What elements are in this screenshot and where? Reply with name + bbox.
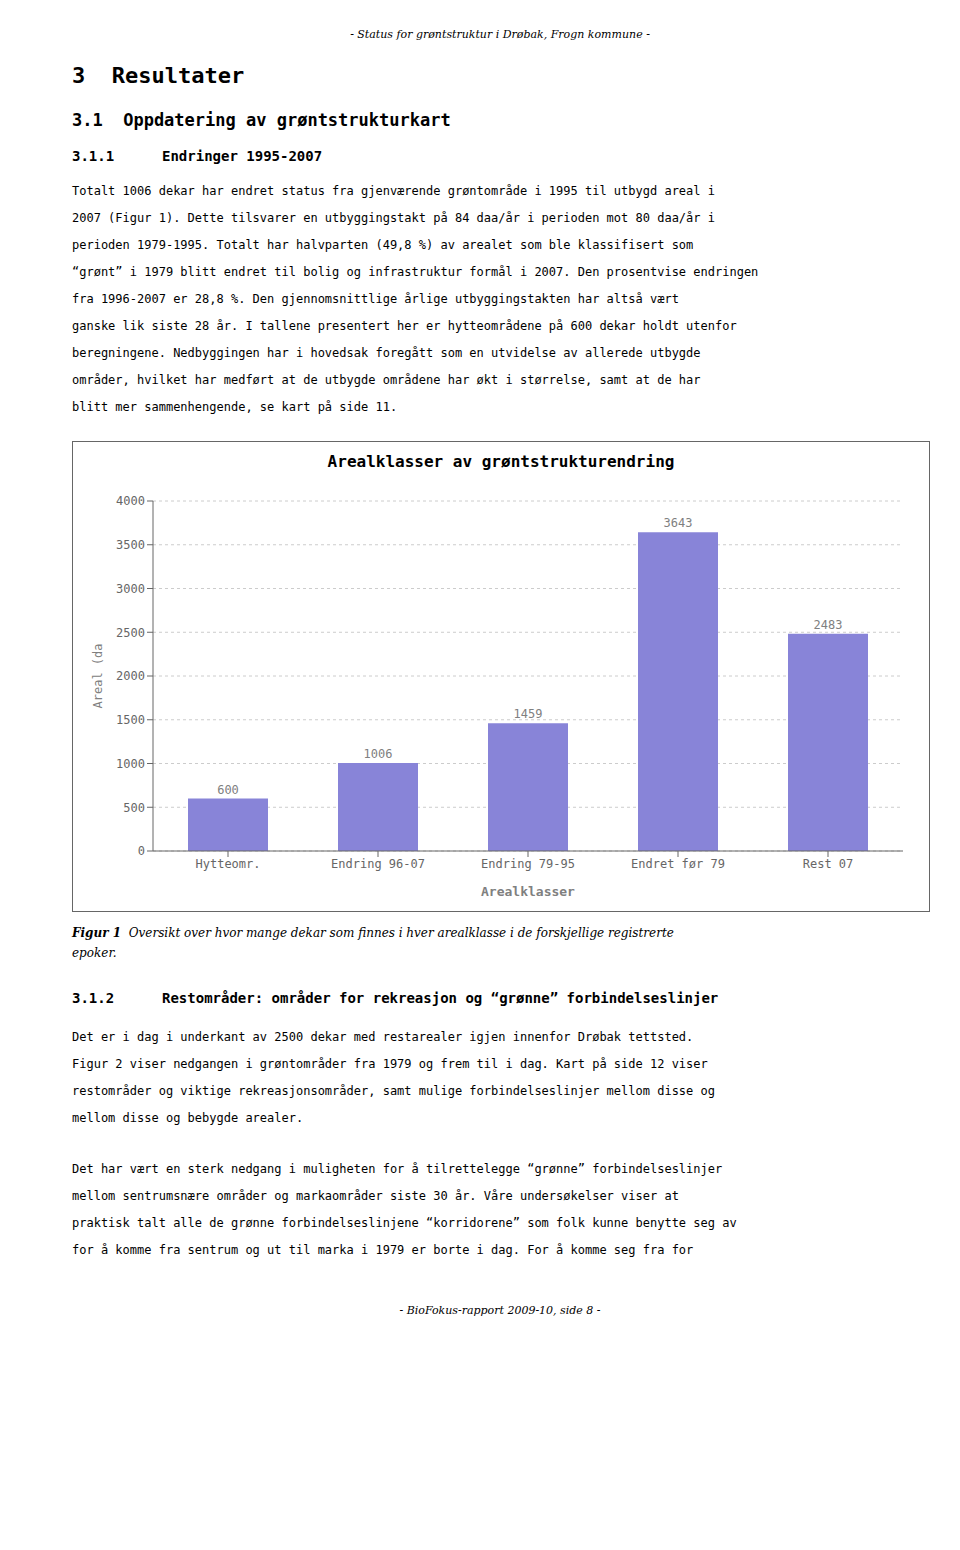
html-text:Restområder: områder for rekre: Restområder: områder for rekreasjon og “… <box>162 990 719 1006</box>
svg-text:Endring 79-95: Endring 79-95 <box>481 857 575 871</box>
html-text:“grønt” i 1979 blitt endret ti: “grønt” i 1979 blitt endret til bolig og… <box>72 265 759 279</box>
html-text:Figur 1 Oversikt over hvor man: Figur 1 Oversikt over hvor mange dekar s… <box>72 926 674 940</box>
html-text:beregningene. Nedbyggingen har: beregningene. Nedbyggingen har i hovedsa… <box>72 346 701 360</box>
svg-text:Endret før 79: Endret før 79 <box>631 857 725 871</box>
html-text:restområder og viktige rekreas: restområder og viktige rekreasjonsområde… <box>72 1084 715 1098</box>
svg-text:500: 500 <box>123 801 145 815</box>
svg-text:1459: 1459 <box>514 707 543 721</box>
svg-text:Hytteomr.: Hytteomr. <box>195 857 260 871</box>
svg-text:1500: 1500 <box>116 713 145 727</box>
html-text:Det har vært en sterk nedgang: Det har vært en sterk nedgang i mulighet… <box>72 1162 723 1176</box>
html-text:Arealklasser av grøntstrukture: Arealklasser av grøntstrukturendring <box>327 452 675 471</box>
svg-text:Rest 07: Rest 07 <box>803 857 854 871</box>
html-text:3.1.1: 3.1.1 <box>72 148 115 164</box>
svg-text:3000: 3000 <box>116 582 145 596</box>
svg-text:Areal (da: Areal (da <box>91 643 105 708</box>
html-text:mellom disse og bebygde areale: mellom disse og bebygde arealer. <box>72 1111 304 1125</box>
svg-text:Endring 96-07: Endring 96-07 <box>331 857 425 871</box>
html-text:perioden 1979-1995. Totalt har: perioden 1979-1995. Totalt har halvparte… <box>72 238 694 252</box>
html-text:Totalt 1006 dekar har endret s: Totalt 1006 dekar har endret status fra … <box>72 184 715 198</box>
svg-text:3500: 3500 <box>116 538 145 552</box>
svg-text:2000: 2000 <box>116 669 145 683</box>
html-text:3.1 Oppdatering av grøntstrukt: 3.1 Oppdatering av grøntstrukturkart <box>72 110 451 130</box>
html-text:2007 (Figur 1). Dette tilsvare: 2007 (Figur 1). Dette tilsvarer en utbyg… <box>72 211 715 225</box>
svg-text:600: 600 <box>217 783 239 797</box>
html-text:for å komme fra sentrum og ut: for å komme fra sentrum og ut til marka … <box>72 1243 694 1257</box>
html-text:blitt mer sammenhengende, se k: blitt mer sammenhengende, se kart på sid… <box>72 400 398 414</box>
html-text:Figur 2 viser nedgangen i grøn: Figur 2 viser nedgangen i grøntområder f… <box>72 1057 708 1071</box>
html-text:3.1.2: 3.1.2 <box>72 990 115 1006</box>
svg-text:3643: 3643 <box>664 516 693 530</box>
svg-text:1000: 1000 <box>116 757 145 771</box>
html-text:fra 1996-2007 er 28,8 %. Den g: fra 1996-2007 er 28,8 %. Den gjennomsnit… <box>72 292 679 306</box>
html-text:områder, hvilket har medført a: områder, hvilket har medført at de utbyg… <box>72 373 701 387</box>
html-text:3 Resultater: 3 Resultater <box>72 63 245 88</box>
html-text:epoker.: epoker. <box>72 946 117 960</box>
svg-text:Arealklasser: Arealklasser <box>481 884 575 899</box>
html-text:ganske lik siste 28 år. I tall: ganske lik siste 28 år. I tallene presen… <box>72 319 737 333</box>
html-text:Endringer 1995-2007: Endringer 1995-2007 <box>162 148 323 164</box>
html-text:praktisk talt alle de grønne f: praktisk talt alle de grønne forbindelse… <box>72 1216 737 1230</box>
html-text:- Status for grøntstruktur i D: - Status for grøntstruktur i Drøbak, Fro… <box>350 28 650 41</box>
svg-text:2500: 2500 <box>116 626 145 640</box>
svg-text:0: 0 <box>138 844 145 858</box>
html-text:- BioFokus-rapport 2009-10, si: - BioFokus-rapport 2009-10, side 8 - <box>399 1304 601 1317</box>
svg-text:4000: 4000 <box>116 494 145 508</box>
svg-text:1006: 1006 <box>364 747 393 761</box>
html-text:mellom sentrumsnære områder og: mellom sentrumsnære områder og markaområ… <box>72 1189 679 1203</box>
html-text:Det er i dag i underkant av 25: Det er i dag i underkant av 2500 dekar m… <box>72 1030 694 1044</box>
svg-text:2483: 2483 <box>814 618 843 632</box>
